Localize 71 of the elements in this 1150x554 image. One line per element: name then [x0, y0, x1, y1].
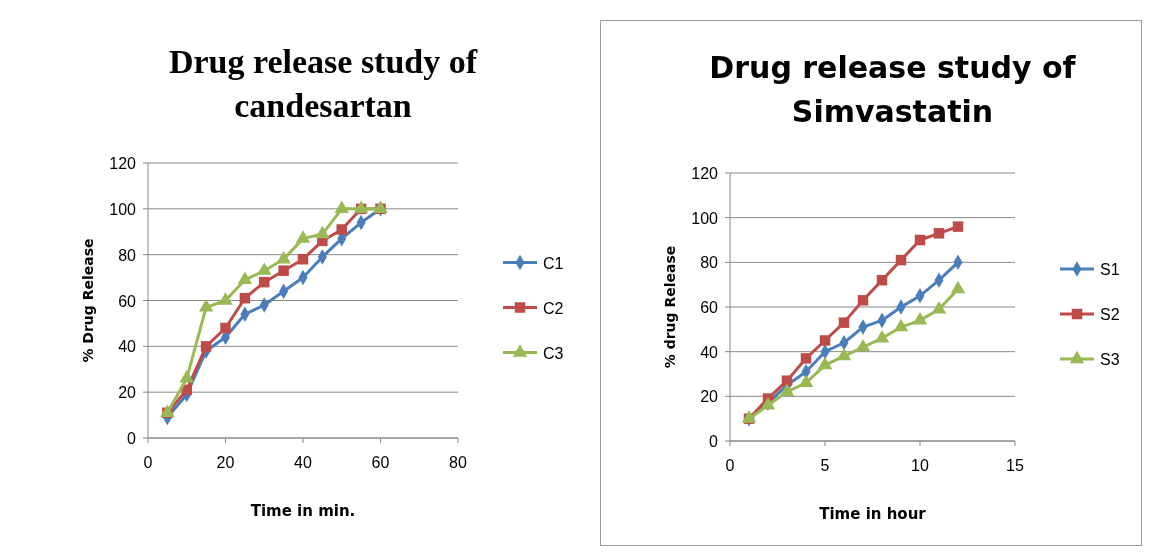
point [259, 276, 270, 288]
point [237, 271, 253, 285]
y-tick-label: 0 [709, 433, 719, 450]
point [855, 338, 871, 352]
y-tick-label: 20 [118, 384, 137, 402]
point [893, 318, 909, 332]
point [838, 317, 850, 328]
point [179, 370, 194, 383]
y-tick-label: 100 [109, 200, 137, 218]
point [819, 335, 831, 346]
point [798, 374, 814, 388]
x-tick-label: 10 [911, 457, 929, 474]
point [276, 250, 291, 264]
point [218, 292, 233, 305]
point [220, 322, 231, 334]
y-tick-label: 120 [109, 155, 137, 172]
point [239, 292, 251, 304]
x-tick-label: 5 [820, 457, 830, 474]
point [952, 221, 964, 232]
point [315, 225, 330, 239]
y-tick-label: 60 [700, 299, 719, 316]
legend-label: C1 [543, 254, 564, 272]
point [912, 312, 928, 325]
point [336, 224, 347, 235]
y-tick-label: 40 [118, 338, 137, 356]
y-tick-label: 40 [700, 343, 719, 361]
y-tick-label: 80 [700, 254, 719, 272]
legend-label: S2 [1100, 306, 1120, 323]
point [874, 329, 890, 343]
y-tick-label: 120 [691, 165, 719, 182]
y-tick-label: 100 [691, 209, 719, 227]
point [779, 383, 795, 397]
point [200, 341, 212, 352]
point [950, 280, 966, 294]
point [931, 300, 947, 314]
y-tick-label: 80 [118, 246, 137, 264]
x-tick-label: 0 [725, 457, 735, 474]
point [800, 353, 812, 364]
x-tick-label: 40 [294, 454, 312, 471]
point [297, 254, 309, 265]
x-tick-label: 60 [371, 454, 390, 471]
x-axis-title: Time in min. [250, 502, 356, 520]
point [334, 200, 349, 213]
x-tick-label: 0 [143, 454, 153, 471]
legend-label: C3 [543, 344, 564, 362]
legend-label: C2 [543, 299, 564, 317]
point [914, 234, 926, 246]
point [257, 262, 272, 275]
point [933, 228, 945, 239]
y-tick-label: 60 [118, 292, 137, 310]
point [857, 295, 869, 306]
x-tick-label: 15 [1006, 457, 1024, 474]
point [836, 347, 852, 361]
x-axis-title: Time in hour [819, 505, 927, 523]
chart-title: Drug release study of candesartan [168, 43, 478, 124]
legend-label: S1 [1100, 261, 1120, 278]
chart-title: Drug release study of Simvastatin [709, 50, 1077, 129]
point [876, 274, 888, 286]
y-tick-label: 20 [700, 388, 719, 406]
legend-label: S3 [1100, 351, 1120, 368]
point [781, 375, 793, 386]
point [817, 356, 833, 370]
x-tick-label: 20 [216, 454, 235, 471]
y-axis-title: % drug Release [662, 245, 678, 369]
point [278, 265, 289, 276]
y-axis-title: % Drug Release [80, 238, 96, 363]
point [295, 230, 311, 243]
y-tick-label: 0 [127, 430, 137, 447]
point [895, 254, 907, 266]
point [198, 299, 214, 312]
x-tick-label: 80 [449, 454, 467, 471]
